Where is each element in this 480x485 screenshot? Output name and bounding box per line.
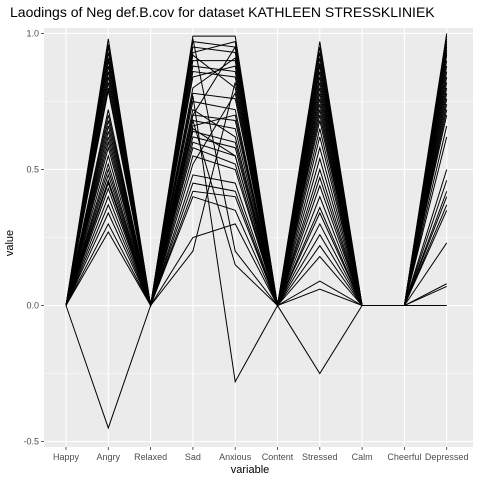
x-tick-label: Happy bbox=[53, 452, 80, 462]
x-tick-label: Content bbox=[262, 452, 294, 462]
x-axis-title: variable bbox=[231, 464, 270, 476]
x-axis: Happy Angry Relaxed Sad Anxious Content Stress… bbox=[53, 447, 468, 462]
y-tick-label: 1.0 bbox=[26, 28, 39, 38]
x-tick-label: Sad bbox=[185, 452, 201, 462]
chart-title: Laodings of Neg def.B.cov for dataset KA… bbox=[10, 4, 435, 20]
x-tick-label: Stressed bbox=[302, 452, 338, 462]
y-tick-label: 0.5 bbox=[26, 164, 39, 174]
x-tick-label: Relaxed bbox=[134, 452, 167, 462]
series-lines bbox=[65, 33, 448, 430]
y-axis: -0.5 0.0 0.5 1.0 bbox=[23, 28, 44, 447]
x-tick-label: Depressed bbox=[425, 452, 469, 462]
y-axis-title: value bbox=[4, 230, 16, 256]
y-tick-label: 0.0 bbox=[26, 301, 39, 311]
x-tick-label: Angry bbox=[97, 452, 121, 462]
x-tick-label: Anxious bbox=[219, 452, 252, 462]
x-tick-label: Calm bbox=[352, 452, 373, 462]
y-tick-label: -0.5 bbox=[23, 437, 39, 447]
x-tick-label: Cheerful bbox=[387, 452, 421, 462]
series-line bbox=[65, 45, 447, 430]
